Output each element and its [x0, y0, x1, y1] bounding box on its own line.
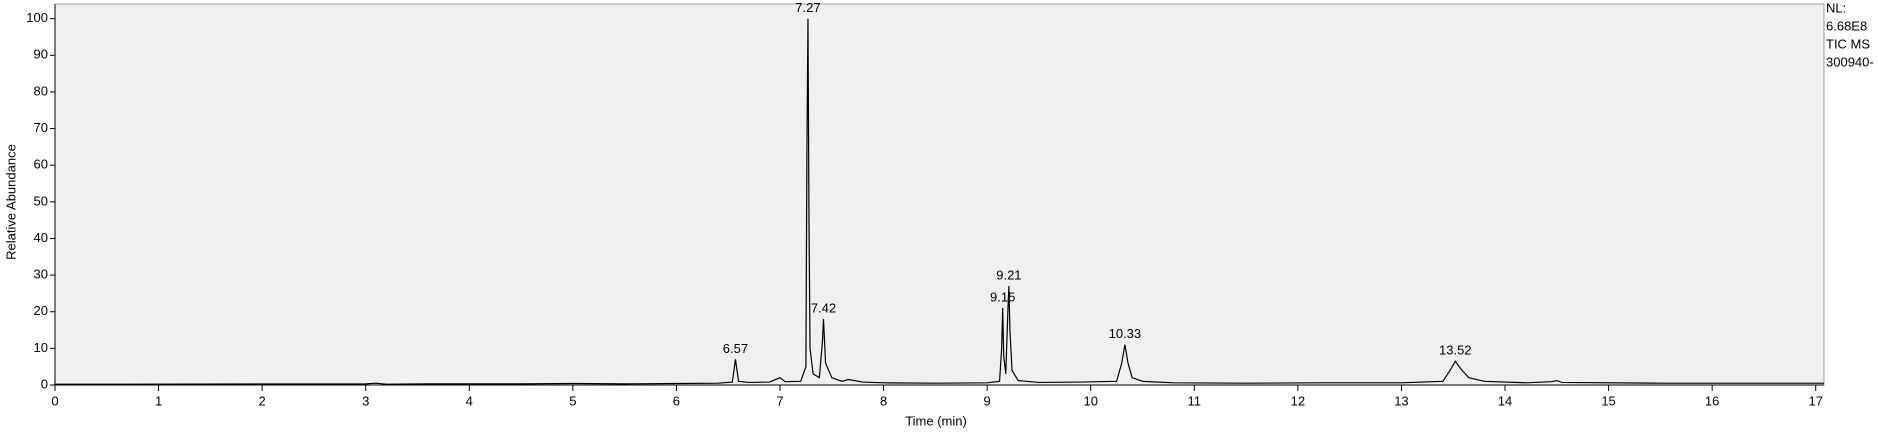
peak-label: 7.27 [795, 0, 820, 15]
y-tick-label: 10 [34, 340, 48, 355]
x-tick-label: 17 [1808, 393, 1822, 408]
y-tick-label: 90 [34, 47, 48, 62]
x-tick-label: 2 [259, 393, 266, 408]
side-info: NL: [1826, 0, 1846, 15]
side-info: TIC MS [1826, 36, 1870, 51]
y-tick-label: 60 [34, 157, 48, 172]
peak-label: 10.33 [1109, 326, 1142, 341]
x-tick-label: 12 [1291, 393, 1305, 408]
y-tick-label: 0 [41, 376, 48, 391]
side-info: 300940- [1826, 54, 1874, 69]
y-tick-label: 70 [34, 120, 48, 135]
x-tick-label: 3 [362, 393, 369, 408]
peak-label: 13.52 [1439, 343, 1472, 358]
x-tick-label: 5 [569, 393, 576, 408]
x-tick-label: 7 [776, 393, 783, 408]
peak-label: 6.57 [723, 341, 748, 356]
x-tick-label: 11 [1188, 393, 1202, 408]
peak-label: 9.15 [990, 290, 1015, 305]
y-tick-label: 50 [34, 193, 48, 208]
x-tick-label: 6 [673, 393, 680, 408]
x-tick-label: 1 [155, 393, 162, 408]
y-tick-label: 80 [34, 83, 48, 98]
plot-area [54, 3, 1825, 386]
y-tick-label: 40 [34, 230, 48, 245]
x-tick-label: 16 [1705, 393, 1719, 408]
y-axis-title: Relative Abundance [3, 144, 18, 260]
y-tick-label: 30 [34, 267, 48, 282]
peak-label: 9.21 [996, 268, 1021, 283]
x-tick-label: 8 [880, 393, 887, 408]
trace [54, 18, 1824, 385]
x-tick-label: 4 [466, 393, 473, 408]
y-tick-label: 20 [34, 303, 48, 318]
x-tick-label: 9 [984, 393, 991, 408]
y-tick-label: 100 [26, 10, 48, 25]
side-info: 6.68E8 [1826, 18, 1867, 33]
x-tick-label: 0 [51, 393, 58, 408]
peak-label: 7.42 [811, 300, 836, 315]
x-tick-label: 10 [1083, 393, 1097, 408]
x-axis-title: Time (min) [905, 413, 967, 428]
x-tick-label: 15 [1601, 393, 1615, 408]
x-tick-label: 14 [1498, 393, 1512, 408]
x-tick-label: 13 [1394, 393, 1408, 408]
